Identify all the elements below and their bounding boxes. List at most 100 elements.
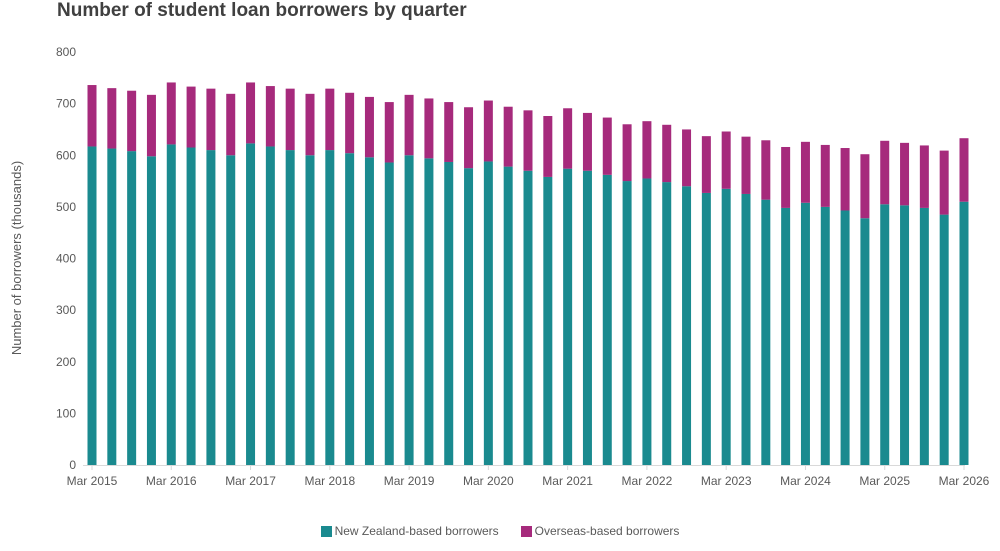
legend-item-nz: New Zealand-based borrowers <box>320 524 499 538</box>
x-tick-label: Mar 2019 <box>384 474 435 488</box>
bar-overseas-based <box>265 86 275 147</box>
bar-overseas-based <box>523 110 533 171</box>
bar-nz-based <box>246 143 256 465</box>
bar-overseas-based <box>543 116 553 177</box>
y-tick-label: 100 <box>56 406 76 420</box>
bar-overseas-based <box>127 90 137 152</box>
bar-nz-based <box>543 176 553 465</box>
bar-overseas-based <box>840 148 850 211</box>
bar-overseas-based <box>464 107 474 169</box>
bar-overseas-based <box>364 96 374 158</box>
x-tick-label: Mar 2015 <box>67 474 118 488</box>
bar-overseas-based <box>761 140 771 200</box>
x-tick-label: Mar 2017 <box>225 474 276 488</box>
bar-nz-based <box>186 147 196 465</box>
y-tick-label: 300 <box>56 303 76 317</box>
bar-overseas-based <box>820 144 830 207</box>
legend-label-nz: New Zealand-based borrowers <box>334 524 499 538</box>
legend-item-overseas: Overseas-based borrowers <box>520 524 679 538</box>
bar-overseas-based <box>919 145 929 208</box>
bar-nz-based <box>563 168 573 466</box>
bar-overseas-based <box>682 129 692 187</box>
bar-nz-based <box>642 178 652 466</box>
bar-nz-based <box>682 186 692 465</box>
bar-overseas-based <box>939 150 949 215</box>
bar-nz-based <box>345 153 355 465</box>
bar-nz-based <box>761 199 771 465</box>
bar-overseas-based <box>285 88 295 151</box>
bar-nz-based <box>166 144 176 465</box>
bar-overseas-based <box>107 88 117 149</box>
x-tick-label: Mar 2026 <box>939 474 990 488</box>
bar-overseas-based <box>900 142 910 206</box>
bar-nz-based <box>523 170 533 466</box>
x-tick-label: Mar 2022 <box>622 474 673 488</box>
bar-nz-based <box>820 206 830 466</box>
bar-nz-based <box>919 207 929 465</box>
bar-nz-based <box>265 146 275 465</box>
bar-nz-based <box>444 161 454 465</box>
bar-overseas-based <box>305 93 315 156</box>
bar-nz-based <box>384 162 394 466</box>
bar-nz-based <box>127 151 137 465</box>
bar-overseas-based <box>226 93 236 156</box>
bar-nz-based <box>840 210 850 465</box>
y-axis-label: Number of borrowers (thousands) <box>9 161 24 355</box>
bar-nz-based <box>800 202 810 465</box>
bar-overseas-based <box>384 102 394 163</box>
bar-nz-based <box>781 207 791 465</box>
x-tick-label: Mar 2020 <box>463 474 514 488</box>
bar-overseas-based <box>642 121 652 179</box>
bar-overseas-based <box>860 154 870 219</box>
bar-nz-based <box>503 166 513 466</box>
y-tick-label: 0 <box>69 458 76 472</box>
bar-nz-based <box>959 201 969 465</box>
legend-swatch-nz <box>320 525 332 537</box>
bar-nz-based <box>424 158 434 465</box>
bar-overseas-based <box>424 98 434 159</box>
bar-nz-based <box>880 204 890 466</box>
y-tick-label: 800 <box>56 45 76 59</box>
x-tick-label: Mar 2024 <box>780 474 831 488</box>
bar-overseas-based <box>503 106 513 167</box>
bar-overseas-based <box>880 140 890 205</box>
bar-nz-based <box>939 214 949 465</box>
bar-overseas-based <box>345 92 355 154</box>
x-axis-ticks: Mar 2015 Mar 2016 Mar 2017 Mar 2018 Mar 2019… <box>67 465 990 488</box>
bar-overseas-based <box>404 94 414 156</box>
bar-overseas-based <box>444 102 454 162</box>
bar-nz-based <box>483 161 493 465</box>
bar-nz-based <box>226 155 236 465</box>
y-tick-label: 400 <box>56 252 76 266</box>
bar-overseas-based <box>186 86 196 148</box>
bar-nz-based <box>701 192 711 465</box>
bar-nz-based <box>325 150 335 465</box>
x-tick-label: Mar 2023 <box>701 474 752 488</box>
bar-overseas-based <box>246 82 256 144</box>
bar-overseas-based <box>662 124 672 183</box>
bar-nz-based <box>364 157 374 465</box>
bar-nz-based <box>464 168 474 465</box>
x-tick-label: Mar 2018 <box>304 474 355 488</box>
bar-nz-based <box>404 155 414 465</box>
bar-overseas-based <box>206 88 216 151</box>
y-tick-label: 500 <box>56 200 76 214</box>
bars <box>87 82 969 466</box>
bar-nz-based <box>622 181 632 465</box>
bar-nz-based <box>721 188 731 465</box>
y-tick-label: 600 <box>56 148 76 162</box>
chart-title: Number of student loan borrowers by quar… <box>57 0 467 21</box>
bar-nz-based <box>285 150 295 465</box>
bar-nz-based <box>582 170 592 466</box>
bar-overseas-based <box>602 117 612 175</box>
bar-overseas-based <box>622 124 632 182</box>
bar-overseas-based <box>146 94 156 157</box>
bar-nz-based <box>206 150 216 465</box>
x-tick-label: Mar 2025 <box>859 474 910 488</box>
bar-overseas-based <box>741 136 751 194</box>
bar-nz-based <box>107 148 117 466</box>
bar-overseas-based <box>959 138 969 202</box>
legend-swatch-overseas <box>520 525 532 537</box>
bar-nz-based <box>741 193 751 465</box>
